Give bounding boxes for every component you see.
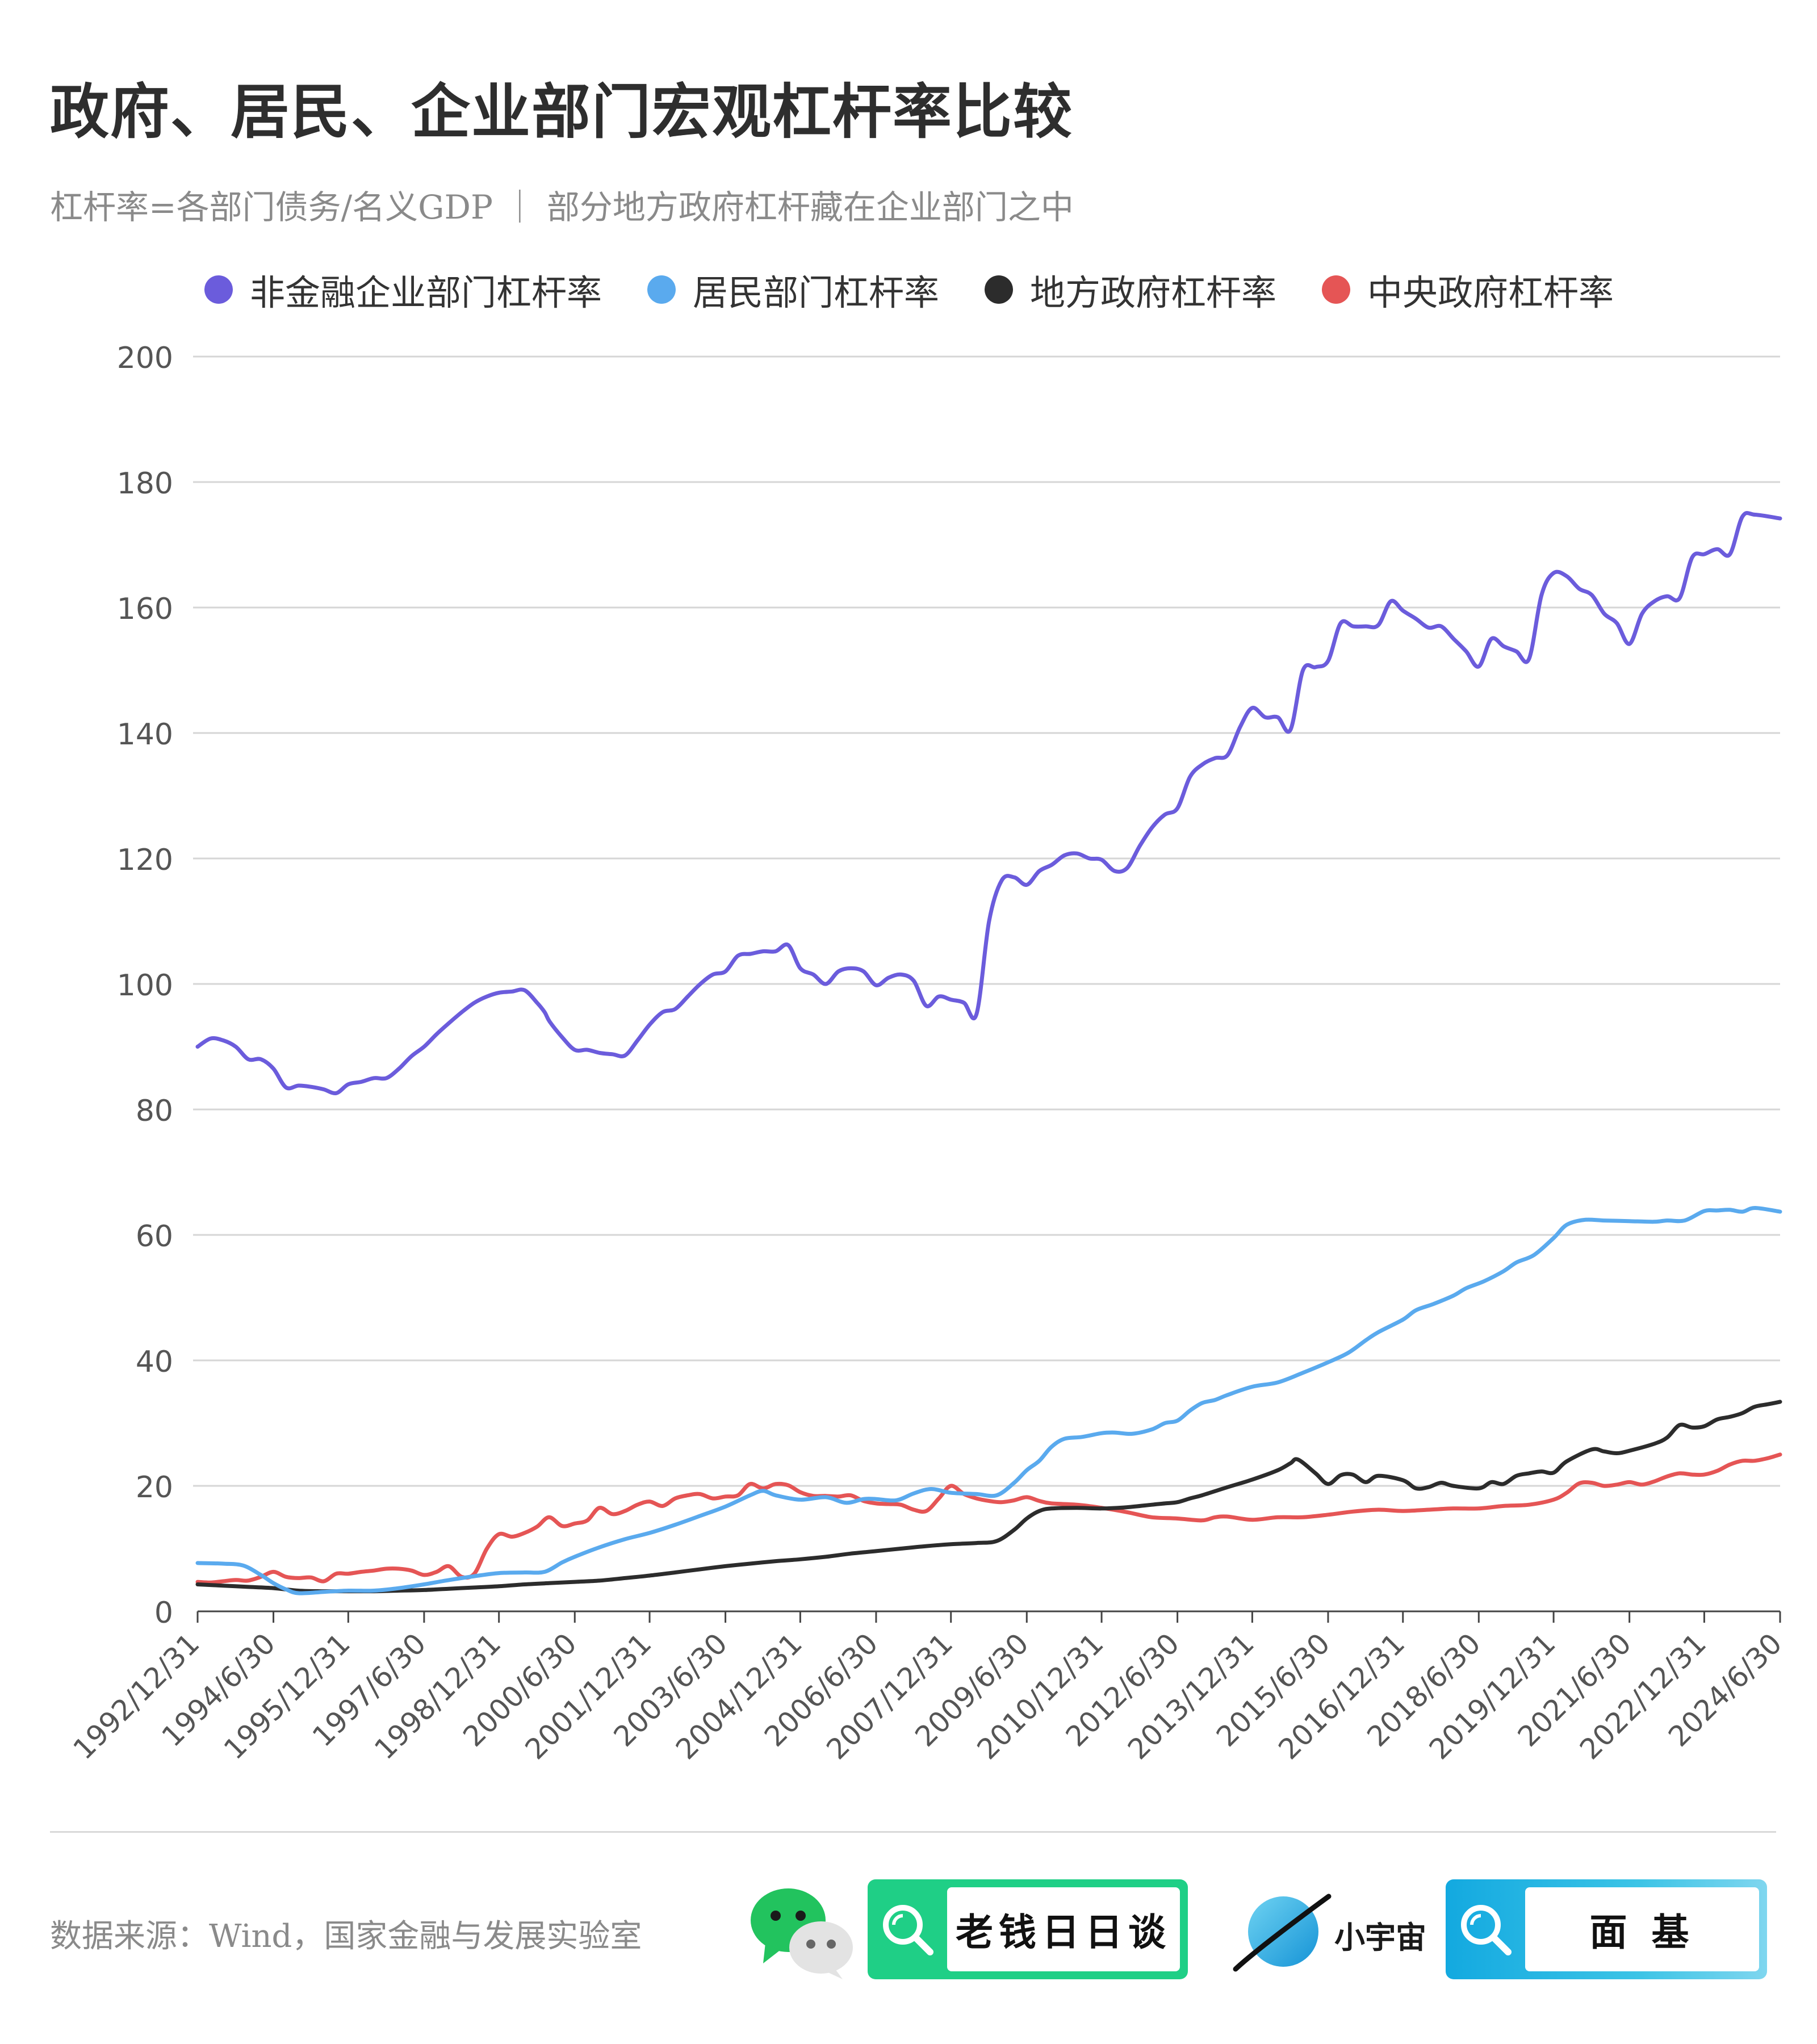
series-corporate-line — [195, 511, 1782, 1095]
legend-label-central-gov: 中央政府杠杆率 — [1367, 272, 1614, 313]
search-icon — [1461, 1905, 1512, 1955]
search-icon — [883, 1905, 933, 1955]
series-household-line — [195, 1206, 1782, 1595]
chart-legend: 非金融企业部门杠杆率 居民部门杠杆率 地方政府杠杆率 中央政府杠杆率 — [204, 264, 1659, 315]
legend-item-central-gov[interactable]: 中央政府杠杆率 — [1322, 264, 1614, 315]
y-tick-label: 160 — [117, 592, 173, 626]
y-tick-label: 0 — [154, 1596, 173, 1630]
wechat-icon — [751, 1888, 853, 1979]
brand-search-box-2[interactable]: 面 基 — [1446, 1879, 1767, 1979]
y-tick-label: 200 — [117, 341, 173, 375]
series-central-gov-line — [195, 1452, 1782, 1585]
brand-name-1: 老钱日日谈 — [947, 1887, 1180, 1971]
y-tick-label: 60 — [136, 1220, 173, 1254]
legend-label-local-gov: 地方政府杠杆率 — [1030, 272, 1277, 313]
y-tick-label: 100 — [117, 969, 173, 1003]
legend-dot-household — [647, 275, 676, 304]
footer-divider — [50, 1831, 1776, 1833]
brand-name-2: 小宇宙 — [1334, 1920, 1426, 1955]
page-subtitle: 杠杆率=各部门债务/名义GDP ｜ 部分地方政府杠杆藏在企业部门之中 — [50, 188, 1074, 227]
legend-item-local-gov[interactable]: 地方政府杠杆率 — [985, 264, 1276, 315]
line-chart: 0204060801001201401601802001992/12/31199… — [67, 341, 1789, 1766]
legend-dot-local-gov — [985, 275, 1014, 304]
legend-dot-central-gov — [1322, 275, 1351, 304]
page-title: 政府、居民、企业部门宏观杠杆率比较 — [50, 77, 1074, 146]
data-source-note: 数据来源：Wind，国家金融与发展实验室 — [50, 1918, 642, 1955]
legend-label-corporate: 非金融企业部门杠杆率 — [250, 272, 602, 313]
legend-item-corporate[interactable]: 非金融企业部门杠杆率 — [204, 264, 602, 315]
legend-label-household: 居民部门杠杆率 — [693, 272, 940, 313]
legend-dot-corporate — [204, 275, 233, 304]
y-tick-label: 120 — [117, 843, 173, 877]
y-tick-label: 80 — [136, 1094, 173, 1128]
series-local-gov-line — [195, 1400, 1782, 1594]
legend-item-household[interactable]: 居民部门杠杆率 — [647, 264, 939, 315]
y-tick-label: 180 — [117, 467, 173, 501]
brand-name-3: 面 基 — [1525, 1887, 1759, 1971]
planet-icon — [1233, 1894, 1332, 1972]
y-tick-label: 40 — [136, 1345, 173, 1379]
y-tick-label: 140 — [117, 718, 173, 752]
brand-search-box-1[interactable]: 老钱日日谈 — [868, 1879, 1188, 1979]
y-tick-label: 20 — [136, 1471, 173, 1505]
